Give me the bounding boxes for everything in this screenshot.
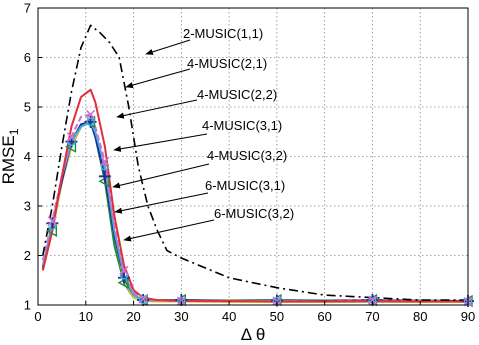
annotation-arrow [112,163,210,189]
data-point-x [138,294,148,304]
x-tick-label: 10 [79,309,93,324]
data-point-x [100,156,110,167]
annotation-label: 2-MUSIC(1,1) [183,26,263,41]
x-axis-label: Δ θ [241,325,266,344]
data-point-x [119,265,129,275]
x-tick-label: 50 [270,309,284,324]
data-point-circle [86,117,95,127]
annotation-label: 4-MUSIC(3,1) [202,118,282,133]
annotation-layer: 2-MUSIC(1,1) 4-MUSIC(2,1) 4-MUSIC(2,2) 4-MU… [112,26,294,242]
x-tick-label: 60 [317,309,331,324]
x-tick-label: 0 [34,309,41,324]
series-line-2 [41,113,469,303]
x-tick-label: 90 [461,309,475,324]
tick-layer: 0 10 20 30 40 50 60 70 80 90 1 2 3 4 5 6 7 [24,1,475,325]
data-point-circle [138,295,148,305]
data-point-circle [119,271,129,280]
y-tick-label: 2 [24,248,31,263]
annotation-arrow [116,99,198,119]
annotation-label: 4-MUSIC(3,2) [207,148,287,163]
annotation-label: 6-MUSIC(3,2) [214,206,294,221]
y-axis-label: RMSE1 [0,128,21,184]
x-tick-label: 80 [413,309,427,324]
y-tick-label: 5 [24,100,31,115]
data-point-plus [118,271,130,284]
annotation-arrow [123,219,215,242]
data-point-plus [98,170,111,183]
marker-layer [45,109,474,308]
y-tick-label: 7 [24,1,31,16]
annotation-arrow [114,192,209,214]
y-axis-label-main: RMSE [0,135,18,184]
annotation-label: 6-MUSIC(3,1) [205,178,285,193]
y-axis-label-subscript: 1 [7,128,21,135]
data-point-x [367,295,378,305]
data-point-circle [100,162,110,171]
annotation-arrow [113,133,208,152]
y-tick-label: 6 [24,50,31,65]
y-tick-label: 4 [24,149,31,164]
grid [38,8,468,305]
y-tick-label: 3 [24,199,31,214]
y-tick-label: 1 [24,298,31,313]
annotation-arrow [125,68,191,89]
annotation-arrow [145,39,191,55]
x-tick-label: 30 [174,309,188,324]
data-point-x [47,216,57,226]
data-point-circle [48,221,57,231]
data-point-x [66,132,77,142]
annotation-label: 4-MUSIC(2,1) [187,56,267,71]
data-point-plus [46,217,59,230]
x-tick-label: 40 [222,309,236,324]
data-point-x [85,109,96,119]
annotation-label: 4-MUSIC(2,2) [197,87,277,102]
x-tick-label: 20 [126,309,140,324]
x-tick-label: 70 [365,309,379,324]
data-point-circle [67,137,76,146]
